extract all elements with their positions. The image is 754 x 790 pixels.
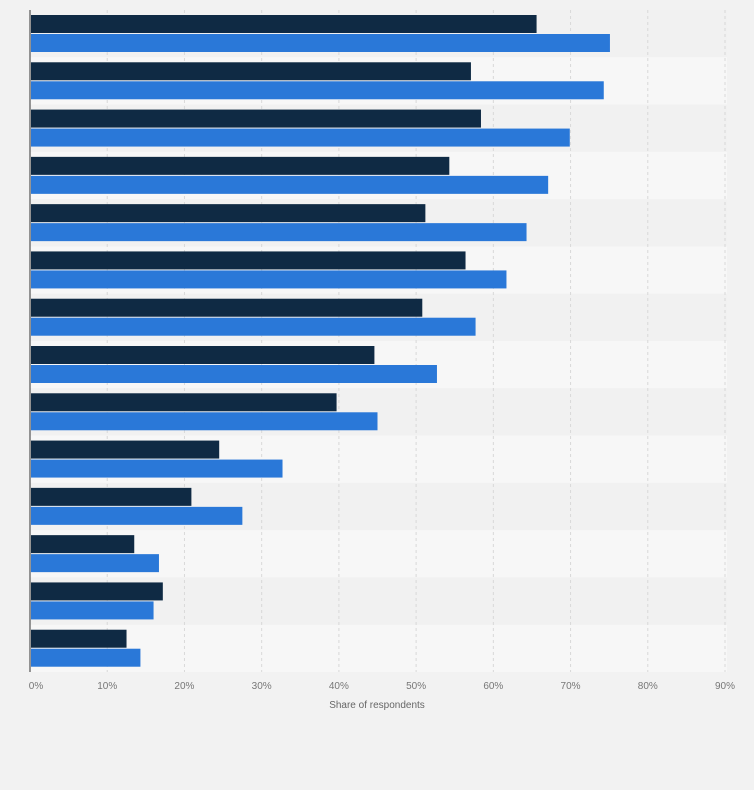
bar-2-11[interactable] [31, 506, 243, 525]
bar-1-5[interactable] [31, 204, 426, 223]
x-tick-label: 80% [638, 681, 658, 692]
bar-1-10[interactable] [31, 440, 220, 459]
bar-2-5[interactable] [31, 223, 527, 242]
row-band [30, 624, 727, 672]
bar-2-13[interactable] [31, 601, 154, 620]
bar-1-7[interactable] [31, 298, 423, 317]
x-tick-label: 60% [483, 681, 503, 692]
x-tick-label: 30% [252, 681, 272, 692]
x-tick-label: 0% [29, 681, 44, 692]
bar-1-9[interactable] [31, 393, 337, 412]
bar-1-11[interactable] [31, 487, 192, 506]
bar-1-12[interactable] [31, 535, 135, 554]
bar-2-3[interactable] [31, 128, 570, 147]
bar-2-6[interactable] [31, 270, 507, 289]
bar-2-1[interactable] [31, 34, 610, 52]
bar-1-3[interactable] [31, 109, 481, 128]
bar-1-6[interactable] [31, 251, 466, 270]
x-tick-label: 70% [561, 681, 581, 692]
x-tick-label: 10% [97, 681, 117, 692]
bar-2-7[interactable] [31, 317, 476, 336]
bar-2-2[interactable] [31, 81, 604, 100]
x-axis-label: Share of respondents [329, 700, 425, 711]
x-tick-label: 40% [329, 681, 349, 692]
x-tick-label: 90% [715, 681, 735, 692]
bar-2-14[interactable] [31, 648, 141, 667]
bar-1-14[interactable] [31, 629, 127, 648]
x-tick-label: 20% [174, 681, 194, 692]
bar-2-8[interactable] [31, 365, 437, 383]
bar-2-4[interactable] [31, 175, 549, 194]
bar-1-1[interactable] [31, 15, 537, 33]
bar-2-9[interactable] [31, 412, 378, 431]
bar-1-13[interactable] [31, 582, 163, 601]
bar-1-2[interactable] [31, 62, 471, 81]
bar-2-12[interactable] [31, 554, 159, 573]
bar-1-4[interactable] [31, 156, 450, 175]
bar-1-8[interactable] [31, 346, 375, 364]
bar-2-10[interactable] [31, 459, 283, 478]
x-tick-label: 50% [406, 681, 426, 692]
